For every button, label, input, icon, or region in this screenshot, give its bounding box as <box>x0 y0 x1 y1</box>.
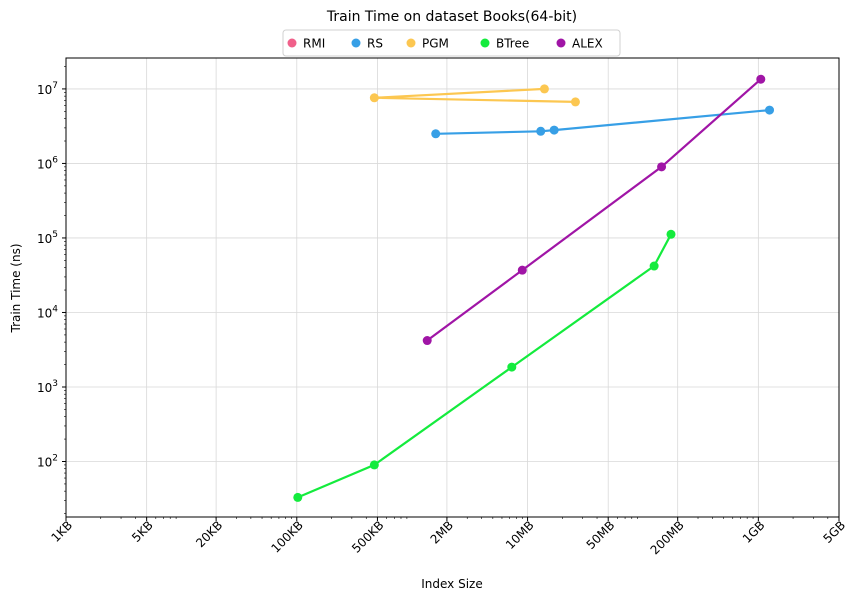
series-lines <box>297 78 770 499</box>
legend: RMI RS PGM BTree ALEX <box>282 29 621 57</box>
y-tick-label: 106 <box>37 155 58 171</box>
legend-marker-alex <box>556 38 566 48</box>
data-point-rs <box>431 129 441 139</box>
x-axis-label: Index Size <box>421 577 482 591</box>
data-point-rs <box>765 105 775 115</box>
legend-label-alex: ALEX <box>572 37 603 51</box>
data-point-alex <box>422 336 432 346</box>
legend-box <box>282 29 621 57</box>
x-tick-label: 20KB <box>193 518 225 550</box>
x-tick-label: 1GB <box>740 518 768 546</box>
y-tick-label: 103 <box>37 379 58 395</box>
y-tick-label: 105 <box>37 230 58 246</box>
legend-marker-btree <box>480 38 490 48</box>
legend-label-rmi: RMI <box>303 37 325 51</box>
series-line-rs <box>435 109 770 135</box>
x-tick-label: 5KB <box>129 518 156 545</box>
y-tick-label: 107 <box>37 81 58 97</box>
x-tick-label: 500KB <box>349 518 386 555</box>
data-point-pgm <box>369 93 379 103</box>
data-point-rs <box>536 126 546 136</box>
legend-marker-rmi <box>287 38 297 48</box>
x-tick-label: 5GB <box>820 518 848 546</box>
y-tick-label: 104 <box>37 304 58 320</box>
data-point-pgm <box>539 84 549 94</box>
x-tick-label: 10MB <box>503 518 537 552</box>
x-tick-label: 50MB <box>584 518 618 552</box>
data-point-btree <box>293 492 303 502</box>
data-point-btree <box>507 362 517 372</box>
x-tick-label: 1KB <box>48 518 75 545</box>
chart-title: Train Time on dataset Books(64-bit) <box>326 9 577 25</box>
x-tick-label: 100KB <box>268 518 305 555</box>
x-axis-ticks: 1KB 5KB 20KB 100KB 500KB 2MB 10MB 50MB 200MB 1GB 5… <box>48 517 848 557</box>
series-line-alex <box>426 78 762 342</box>
data-point-btree <box>649 261 659 271</box>
y-tick-label: 102 <box>37 454 58 470</box>
grid <box>65 58 840 517</box>
y-axis-ticks: 102 103 104 105 106 107 <box>37 66 66 514</box>
plot-frame <box>65 57 840 518</box>
x-tick-label: 2MB <box>428 518 456 546</box>
y-axis-label: Train Time (ns) <box>9 243 23 333</box>
legend-label-pgm: PGM <box>422 37 449 51</box>
data-point-rs <box>549 125 559 135</box>
legend-label-btree: BTree <box>496 37 529 51</box>
data-point-alex <box>657 162 667 172</box>
legend-marker-rs <box>351 38 361 48</box>
series-points <box>293 74 775 502</box>
x-tick-label: 200MB <box>648 518 687 557</box>
data-point-pgm <box>570 97 580 107</box>
data-point-btree <box>666 229 676 239</box>
legend-label-rs: RS <box>367 37 383 51</box>
legend-marker-pgm <box>406 38 416 48</box>
data-point-alex <box>756 74 766 84</box>
data-point-btree <box>369 460 379 470</box>
series-line-btree <box>297 233 672 499</box>
data-point-alex <box>517 265 527 275</box>
